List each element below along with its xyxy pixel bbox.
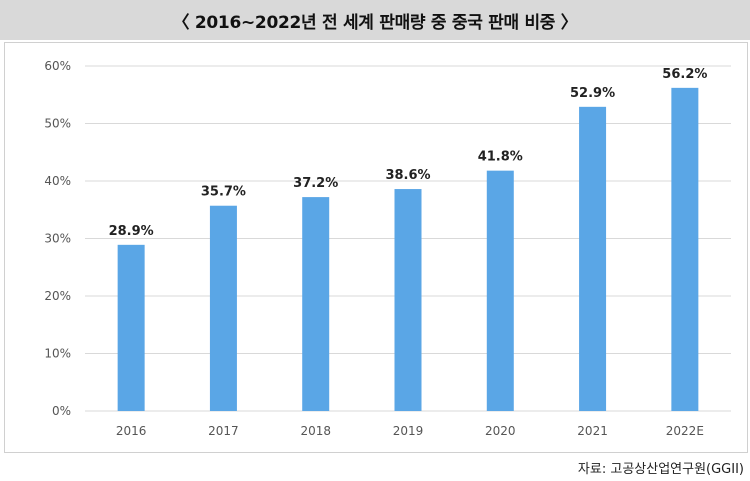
bar: [579, 106, 607, 411]
x-tick-label: 2018: [300, 424, 331, 438]
data-label: 41.8%: [478, 150, 523, 165]
y-tick-label: 0%: [52, 404, 71, 418]
y-tick-label: 60%: [44, 59, 71, 73]
data-label: 28.9%: [109, 224, 154, 239]
bar: [209, 205, 237, 411]
y-tick-label: 50%: [44, 117, 71, 131]
y-tick-label: 20%: [44, 289, 71, 303]
bar: [486, 170, 514, 411]
bar: [671, 87, 699, 411]
bar: [394, 189, 422, 411]
chart-title: 〈 2016~2022년 전 세계 판매량 중 중국 판매 비중 〉: [0, 0, 750, 40]
data-label: 37.2%: [293, 176, 338, 191]
y-tick-label: 10%: [44, 347, 71, 361]
x-tick-label: 2020: [485, 424, 516, 438]
y-tick-label: 40%: [44, 174, 71, 188]
source-note: 자료: 고공상산업연구원(GGII): [577, 462, 744, 477]
x-tick-label: 2022E: [666, 424, 704, 438]
x-tick-label: 2016: [116, 424, 147, 438]
data-label: 38.6%: [385, 168, 430, 183]
x-tick-label: 2019: [393, 424, 424, 438]
data-label: 52.9%: [570, 86, 615, 101]
bar-chart: 0% 10% 20% 30% 40% 50% 60% 28.9% 2016 35.7% 2017 37…: [44, 59, 731, 438]
data-label: 56.2%: [662, 67, 707, 82]
y-tick-label: 30%: [44, 232, 71, 246]
x-tick-label: 2017: [208, 424, 239, 438]
bar: [302, 197, 330, 411]
x-tick-label: 2021: [577, 424, 608, 438]
data-label: 35.7%: [201, 185, 246, 200]
bar: [117, 244, 145, 411]
chart-area: 0% 10% 20% 30% 40% 50% 60% 28.9% 2016 35.7% 2017 37…: [4, 42, 748, 453]
